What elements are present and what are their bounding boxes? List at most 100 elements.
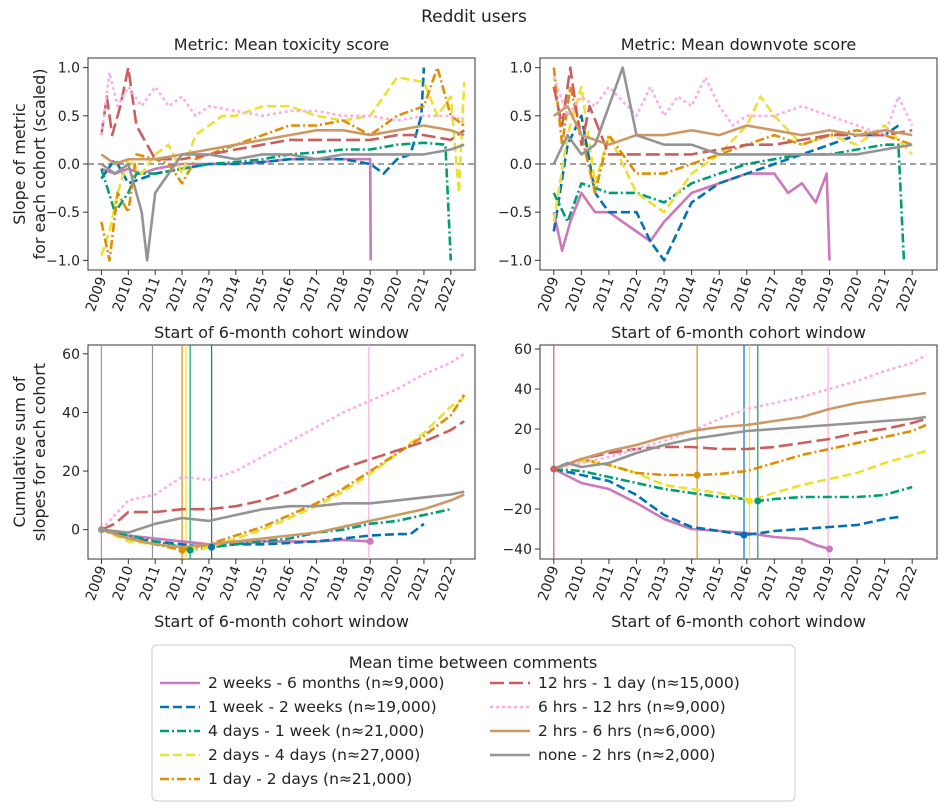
plot-area <box>539 344 938 560</box>
x-tick-label: 2012 <box>618 564 645 603</box>
x-tick-label: 2014 <box>673 564 700 603</box>
x-tick-label: 2018 <box>325 275 352 314</box>
legend-entry: 2 days - 4 days (n≈27,000) <box>160 746 420 764</box>
x-tick-label: 2016 <box>728 275 755 314</box>
x-tick-label: 2014 <box>217 564 244 603</box>
min-point-marker <box>208 543 216 551</box>
x-tick-label: 2018 <box>783 275 810 314</box>
series-line-12-hrs-1-day <box>552 66 913 156</box>
y-tick-label: 1.0 <box>510 61 532 77</box>
x-tick-label: 2015 <box>244 275 271 314</box>
y-tick-label: 0 <box>71 523 80 539</box>
series-line-12-hrs-1-day <box>100 66 465 161</box>
x-tick-label: 2020 <box>379 564 406 603</box>
x-tick-label: 2019 <box>352 564 379 603</box>
y-tick-label: −1.0 <box>46 253 80 269</box>
legend-frame <box>151 644 796 802</box>
series-line-1-day-2-days <box>552 67 913 195</box>
min-point-marker <box>186 546 194 554</box>
x-tick-label: 2010 <box>110 275 137 314</box>
x-tick-label: 2013 <box>646 564 673 603</box>
x-tick-label: 2010 <box>563 275 590 314</box>
series-line-none-2-hrs <box>552 66 913 165</box>
figure-suptitle: Reddit users <box>421 7 527 27</box>
x-tick-label: 2019 <box>811 564 838 603</box>
legend-entry: 2 weeks - 6 months (n≈9,000) <box>160 674 444 692</box>
series-line-1-week-2-weeks <box>100 67 426 185</box>
x-tick-label: 2018 <box>783 564 810 603</box>
y-tick-label: 40 <box>62 405 80 421</box>
series-line-1-day-2-days <box>553 423 927 477</box>
legend-entry: 2 hrs - 6 hrs (n≈6,000) <box>490 722 716 740</box>
series-line-6-hrs-12-hrs <box>100 352 465 531</box>
series-line-2-weeks-6-months <box>552 172 831 261</box>
y-tick-label: 0.5 <box>58 109 80 125</box>
x-tick-label: 2014 <box>673 275 700 314</box>
x-tick-label: 2018 <box>325 564 352 603</box>
legend: Mean time between comments 2 weeks - 6 m… <box>151 644 796 802</box>
series-line-4-days-1-week <box>101 507 452 552</box>
x-tick-label: 2012 <box>164 275 191 314</box>
y-tick-label: 60 <box>514 342 532 358</box>
min-point-marker <box>97 526 105 534</box>
x-tick-label: 2021 <box>866 564 893 603</box>
x-axis-label: Start of 6-month cohort window <box>611 612 866 631</box>
x-tick-label: 2013 <box>190 564 217 603</box>
x-tick-label: 2020 <box>839 564 866 603</box>
x-tick-label: 2011 <box>590 275 617 314</box>
x-tick-label: 2012 <box>164 564 191 603</box>
y-tick-label: −40 <box>502 542 532 558</box>
y-axis-label: Slope of metricfor each cohort (scaled) <box>10 68 49 259</box>
legend-entry: 1 day - 2 days (n≈21,000) <box>160 770 412 788</box>
x-tick-label: 2020 <box>379 275 406 314</box>
min-point-marker <box>550 465 558 473</box>
x-tick-label: 2017 <box>298 275 325 314</box>
legend-label: 2 weeks - 6 months (n≈9,000) <box>208 674 444 692</box>
series-line-2-hrs-6-hrs <box>100 493 465 549</box>
x-tick-label: 2017 <box>756 275 783 314</box>
x-tick-label: 2012 <box>618 275 645 314</box>
series-line-2-hrs-6-hrs <box>553 391 927 471</box>
x-tick-label: 2019 <box>352 275 379 314</box>
y-tick-label: 0.5 <box>510 109 532 125</box>
panel-title: Metric: Mean toxicity score <box>174 35 389 54</box>
x-tick-label: 2017 <box>756 564 783 603</box>
x-tick-label: 2017 <box>298 564 325 603</box>
plot-content <box>97 345 466 559</box>
x-tick-label: 2015 <box>701 564 728 603</box>
x-tick-label: 2011 <box>137 564 164 603</box>
x-tick-label: 2011 <box>590 564 617 603</box>
min-point-marker <box>754 497 762 505</box>
series-line-2-days-4-days <box>552 85 914 223</box>
x-tick-label: 2016 <box>728 564 755 603</box>
x-tick-label: 2013 <box>646 275 673 314</box>
x-tick-label: 2015 <box>701 275 728 314</box>
x-tick-label: 2009 <box>83 564 110 603</box>
series-line-6-hrs-12-hrs <box>100 71 465 136</box>
legend-label: 4 days - 1 week (n≈21,000) <box>208 722 424 740</box>
legend-label: 1 week - 2 weeks (n≈19,000) <box>208 698 437 716</box>
y-tick-label: 20 <box>514 422 532 438</box>
x-tick-label: 2021 <box>866 275 893 314</box>
y-tick-label: −0.5 <box>498 205 532 221</box>
min-point-marker <box>366 537 374 545</box>
x-tick-label: 2014 <box>217 275 244 314</box>
x-tick-label: 2022 <box>894 564 921 603</box>
series-line-none-2-hrs <box>100 143 465 262</box>
x-tick-label: 2019 <box>811 275 838 314</box>
series-line-4-days-1-week <box>100 141 453 261</box>
series-line-none-2-hrs <box>553 415 927 471</box>
x-tick-label: 2015 <box>244 564 271 603</box>
legend-label: 12 hrs - 1 day (n≈15,000) <box>538 674 740 692</box>
x-tick-label: 2021 <box>405 275 432 314</box>
x-tick-label: 2013 <box>190 275 217 314</box>
y-tick-label: 40 <box>514 382 532 398</box>
series-line-1-week-2-weeks <box>552 114 900 262</box>
series-line-2-hrs-6-hrs <box>553 104 913 146</box>
legend-entries: 2 weeks - 6 months (n≈9,000) 1 week - 2 w… <box>160 674 740 788</box>
